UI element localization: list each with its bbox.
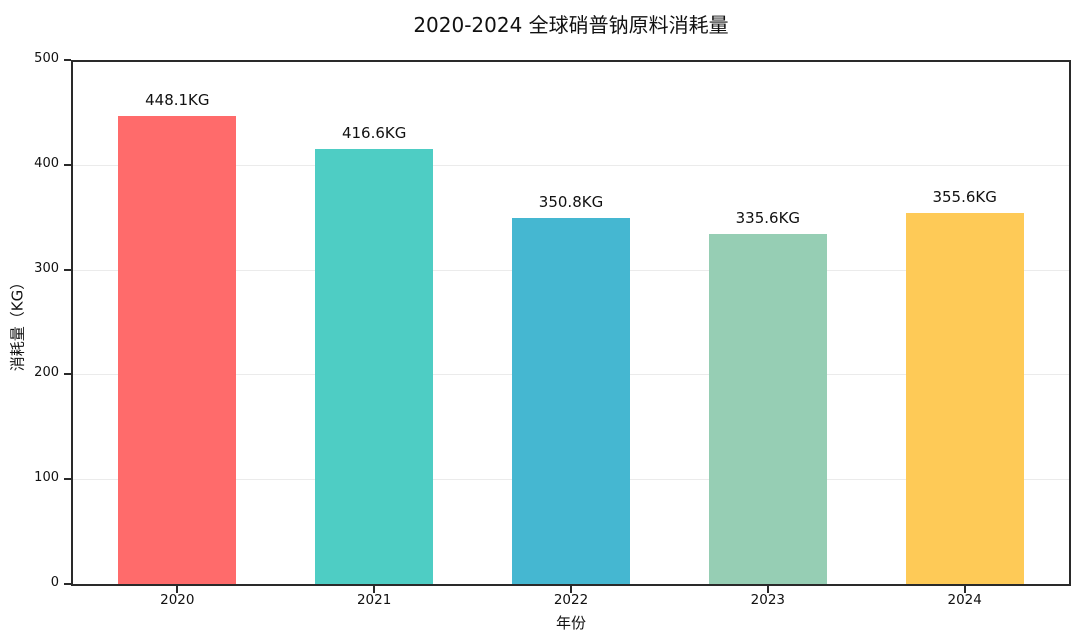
y-tick-label-0: 0 — [50, 575, 59, 590]
x-tick-label-2023: 2023 — [750, 592, 785, 608]
y-tick-100 — [64, 478, 71, 481]
gridline-400 — [73, 165, 1069, 167]
x-tick-2023 — [766, 586, 769, 593]
bar-2020 — [118, 116, 237, 584]
y-tick-label-200: 200 — [34, 365, 59, 381]
y-tick-label-500: 500 — [34, 51, 59, 66]
y-tick-300 — [64, 268, 71, 271]
y-tick-200 — [64, 373, 71, 376]
y-tick-0 — [64, 583, 71, 585]
y-tick-label-400: 400 — [34, 155, 59, 171]
x-tick-2024 — [963, 586, 966, 593]
x-tick-label-2024: 2024 — [947, 592, 982, 608]
y-tick-label-100: 100 — [34, 470, 59, 486]
x-axis-label: 年份 — [555, 614, 586, 632]
plot-area: 448.1KG 416.6KG 350.8KG 335.6KG 355.6KG — [71, 60, 1071, 586]
plot-inner: 448.1KG 416.6KG 350.8KG 335.6KG 355.6KG — [73, 62, 1069, 584]
bar-value-label-2020: 448.1KG — [145, 91, 210, 110]
bar-2024 — [905, 212, 1024, 584]
x-tick-label-2020: 2020 — [160, 592, 195, 608]
x-tick-2021 — [373, 586, 376, 593]
bar-2021 — [315, 149, 434, 584]
bar-value-label-2022: 350.8KG — [538, 192, 604, 211]
x-tick-2022 — [570, 586, 572, 593]
y-tick-400 — [64, 163, 71, 166]
bar-value-label-2021: 416.6KG — [341, 124, 407, 143]
bar-value-label-2023: 335.6KG — [735, 208, 801, 227]
y-axis-label: 消耗量（KG） — [8, 274, 27, 372]
y-tick-500 — [64, 59, 71, 61]
chart-title: 2020-2024 全球硝普钠原料消耗量 — [413, 13, 729, 37]
x-tick-label-2021: 2021 — [356, 592, 392, 608]
x-tick-label-2022: 2022 — [553, 592, 589, 608]
y-tick-label-300: 300 — [34, 260, 59, 276]
bar-2023 — [708, 233, 827, 584]
bar-2022 — [512, 217, 630, 584]
x-tick-2020 — [176, 586, 179, 593]
bar-value-label-2024: 355.6KG — [932, 187, 997, 206]
